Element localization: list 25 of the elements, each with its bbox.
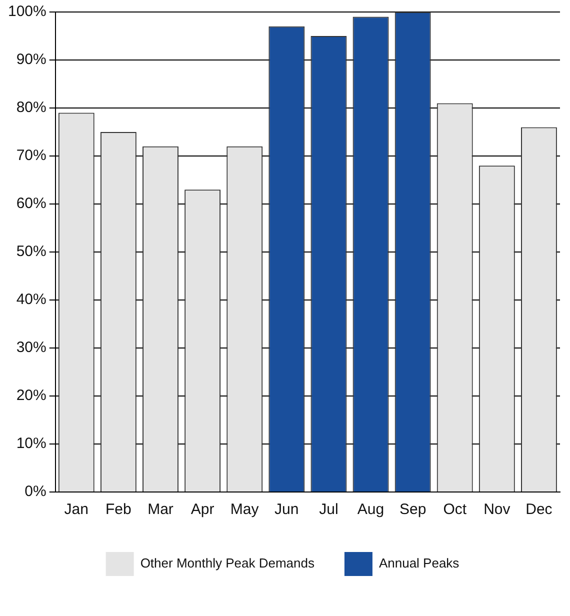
y-tick-label: 60% bbox=[16, 195, 46, 212]
y-tick-label: 70% bbox=[16, 147, 46, 164]
x-tick-label: Jan bbox=[64, 501, 88, 518]
x-tick-label: Jun bbox=[274, 501, 299, 518]
x-tick-label: Jul bbox=[319, 501, 338, 518]
y-tick-label: 0% bbox=[24, 483, 46, 500]
legend-label: Other Monthly Peak Demands bbox=[140, 556, 315, 571]
y-tick-label: 100% bbox=[8, 3, 46, 20]
x-tick-label: Nov bbox=[484, 501, 511, 518]
x-tick-label: May bbox=[230, 501, 260, 518]
x-tick-label: Mar bbox=[148, 501, 174, 518]
legend-label: Annual Peaks bbox=[378, 556, 460, 571]
x-tick-label: Oct bbox=[443, 501, 468, 518]
y-tick-label: 80% bbox=[16, 99, 46, 116]
y-tick-label: 90% bbox=[16, 51, 46, 68]
y-tick-label: 10% bbox=[16, 435, 46, 452]
y-tick-label: 40% bbox=[16, 291, 46, 308]
x-tick-label: Apr bbox=[190, 501, 214, 518]
x-tick-label: Dec bbox=[526, 501, 553, 518]
x-tick-label: Feb bbox=[106, 501, 132, 518]
y-tick-label: 20% bbox=[16, 387, 46, 404]
y-tick-label: 50% bbox=[16, 243, 46, 260]
y-tick-label: 30% bbox=[16, 339, 46, 356]
x-tick-label: Aug bbox=[357, 501, 384, 518]
x-tick-label: Sep bbox=[399, 501, 426, 518]
